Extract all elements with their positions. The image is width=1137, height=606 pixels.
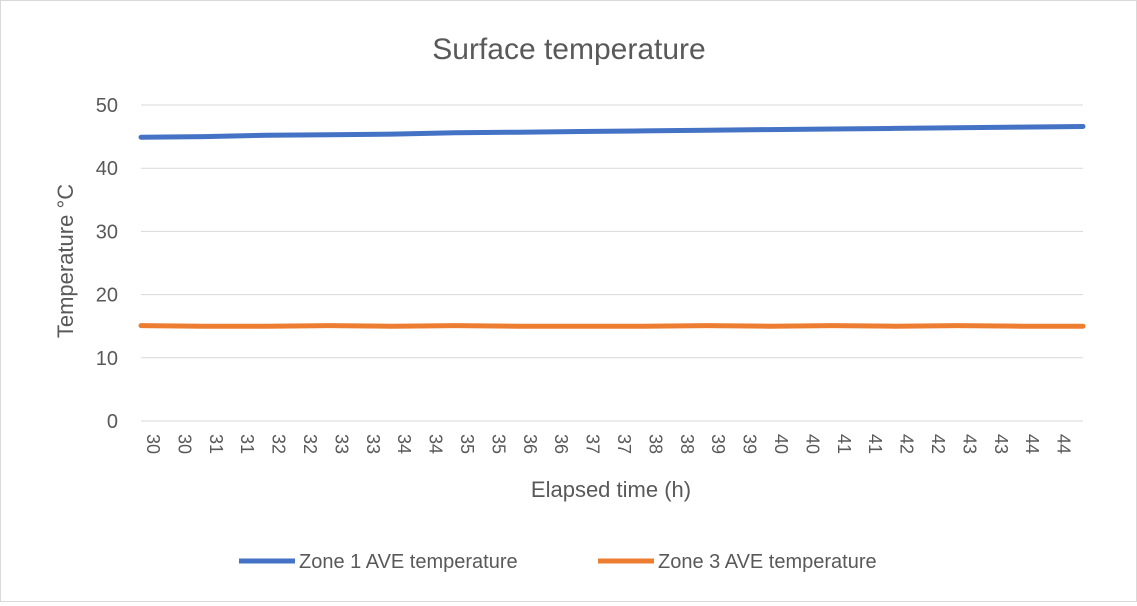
legend-label: Zone 1 AVE temperature [299,551,518,573]
x-tick-label: 40 [771,434,791,454]
y-tick-label: 40 [96,158,118,180]
x-tick-label: 35 [457,434,477,454]
x-tick-label: 35 [488,434,508,454]
x-tick-label: 39 [740,434,760,454]
x-tick-label: 36 [551,434,571,454]
legend: Zone 1 AVE temperature Zone 3 AVE tempera… [239,551,877,573]
x-tick-label: 33 [363,434,383,454]
chart-title: Surface temperature [432,33,705,66]
x-tick-label: 31 [237,434,257,454]
gridlines [141,104,1083,422]
x-tick-label: 41 [834,434,854,454]
x-tick-label: 34 [394,434,414,454]
series-line [138,124,1086,140]
x-tick-label: 43 [991,434,1011,454]
x-tick-label: 42 [897,434,917,454]
x-tick-label: 34 [426,434,446,454]
x-tick-label: 38 [645,434,665,454]
x-tick-label: 36 [520,434,540,454]
x-tick-label: 43 [959,434,979,454]
x-tick-label: 44 [1022,434,1042,454]
x-tick-label: 37 [614,434,634,454]
x-tick-label: 33 [331,434,351,454]
y-axis-title: Temperature °C [53,184,78,338]
x-tick-label: 40 [802,434,822,454]
y-tick-label: 20 [96,285,118,307]
series-layer [138,124,1086,329]
x-tick-label: 30 [174,434,194,454]
x-axis-tick-labels: 30 30 31 31 32 32 33 33 34 34 35 35 36 36 37 37 38 38 39 39… [143,434,1074,454]
y-tick-label: 10 [96,348,118,370]
y-tick-label: 0 [107,411,118,433]
x-tick-label: 44 [1054,434,1074,454]
x-tick-label: 30 [143,434,163,454]
x-axis-title: Elapsed time (h) [531,477,691,502]
x-tick-label: 32 [269,434,289,454]
x-tick-label: 41 [865,434,885,454]
x-tick-label: 32 [300,434,320,454]
legend-label: Zone 3 AVE temperature [658,551,877,573]
x-tick-label: 31 [206,434,226,454]
y-tick-label: 50 [96,95,118,117]
y-axis-tick-labels: 0 10 20 30 40 50 [96,95,118,433]
y-tick-label: 30 [96,221,118,243]
x-tick-label: 38 [677,434,697,454]
series-line [138,323,1086,329]
x-tick-label: 37 [583,434,603,454]
x-tick-label: 39 [708,434,728,454]
x-tick-label: 42 [928,434,948,454]
